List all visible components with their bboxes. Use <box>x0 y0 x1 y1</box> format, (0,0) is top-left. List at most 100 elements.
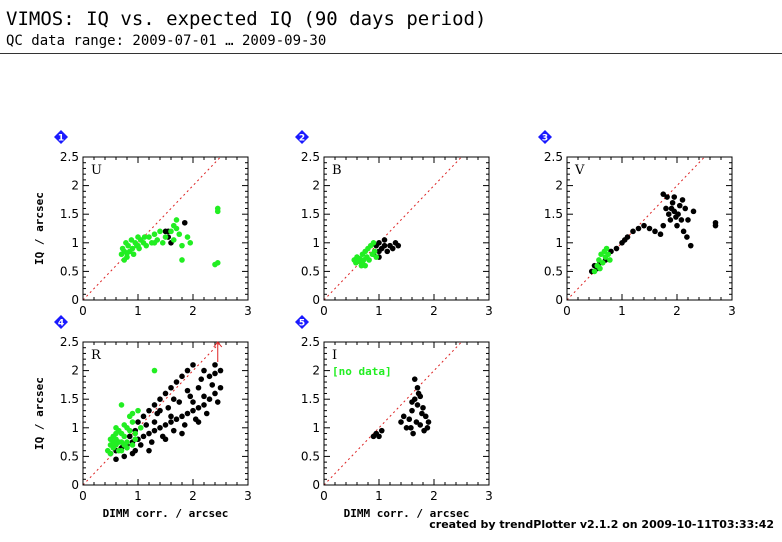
y-tick-label: 0 <box>555 293 563 307</box>
data-point <box>212 362 218 368</box>
data-point <box>143 422 150 428</box>
page-subtitle: QC data range: 2009-07-01 … 2009-09-30 <box>6 33 327 49</box>
series-green <box>351 240 380 269</box>
data-point <box>214 399 221 405</box>
data-point <box>173 379 180 385</box>
series-green <box>591 245 613 275</box>
panel-number: 3 <box>542 134 548 144</box>
x-tick-label: 2 <box>430 489 438 503</box>
y-tick-label: 2.5 <box>60 335 79 349</box>
data-point <box>664 194 670 200</box>
data-point <box>203 410 210 417</box>
data-point <box>195 404 202 411</box>
data-point <box>128 237 135 243</box>
data-point <box>591 268 598 275</box>
data-point <box>176 399 183 405</box>
data-point <box>176 231 183 238</box>
data-point <box>675 211 681 217</box>
data-point <box>140 413 147 420</box>
data-point <box>408 425 414 431</box>
data-point <box>663 205 669 212</box>
x-tick-label: 0 <box>320 489 328 503</box>
data-point <box>173 217 180 223</box>
data-point <box>384 248 391 255</box>
data-point <box>403 425 410 431</box>
data-point <box>162 234 169 240</box>
data-point <box>151 240 158 246</box>
series-black <box>370 376 432 440</box>
data-point <box>132 430 139 437</box>
data-point <box>410 430 416 437</box>
y-tick-label: 1.5 <box>60 207 79 221</box>
panel-badge-icon <box>538 130 552 144</box>
x-tick-label: 2 <box>189 304 197 318</box>
data-point <box>209 382 216 388</box>
data-point <box>137 442 144 448</box>
data-point <box>129 245 136 252</box>
data-point <box>168 413 174 420</box>
data-point <box>168 419 174 425</box>
y-tick-label: 1 <box>71 421 79 435</box>
data-point <box>669 199 676 206</box>
data-point <box>212 390 218 397</box>
data-point <box>646 225 653 232</box>
data-point <box>685 217 691 223</box>
data-point <box>159 240 166 246</box>
data-point <box>690 208 697 215</box>
data-point <box>206 373 213 380</box>
data-point <box>665 211 672 217</box>
data-point <box>151 231 158 238</box>
data-point <box>179 373 185 380</box>
reference-line <box>323 341 462 486</box>
data-point <box>170 396 177 403</box>
reference-line <box>82 341 221 486</box>
page-title: VIMOS: IQ vs. expected IQ (90 days perio… <box>6 8 487 30</box>
axes-frame <box>323 156 490 301</box>
data-point <box>195 419 202 425</box>
y-tick-label: 1.5 <box>60 392 79 406</box>
y-tick-label: 1.5 <box>301 392 320 406</box>
data-point <box>217 384 224 391</box>
data-point <box>641 222 647 229</box>
data-point <box>157 407 163 414</box>
data-point <box>173 416 180 423</box>
series-black <box>107 362 224 463</box>
data-point <box>135 407 141 414</box>
panel-number: 4 <box>58 319 64 329</box>
data-point <box>157 228 163 235</box>
data-point <box>151 419 158 425</box>
y-tick-label: 0 <box>71 293 79 307</box>
y-tick-label: 0 <box>312 293 320 307</box>
y-tick-label: 2 <box>312 364 320 378</box>
data-point <box>603 245 610 252</box>
panel-badge-icon <box>295 315 309 329</box>
data-point <box>371 248 378 255</box>
chart-panel-3: 3 0 1 2 3 0 0.5 1 1.5 2 2.5 V <box>538 130 736 318</box>
footer-credit: created by trendPlotter v2.1.2 on 2009-1… <box>429 518 774 531</box>
x-tick-label: 0 <box>563 304 571 318</box>
data-point <box>157 396 163 403</box>
data-point <box>187 240 194 246</box>
data-point <box>425 419 432 425</box>
outlier-arrowhead-icon <box>213 341 223 348</box>
data-point <box>179 430 185 437</box>
data-point <box>146 407 152 414</box>
filter-label: B <box>332 163 342 178</box>
data-point <box>110 439 117 445</box>
y-tick-label: 2 <box>555 179 563 193</box>
data-point <box>398 419 404 425</box>
data-point <box>381 242 388 249</box>
data-point <box>170 427 177 434</box>
data-point <box>409 407 415 414</box>
no-data-annotation: [no data] <box>332 365 392 378</box>
panel-badge-icon <box>54 130 68 144</box>
x-tick-label: 3 <box>244 304 252 318</box>
data-point <box>121 453 128 460</box>
data-point <box>419 410 425 417</box>
x-tick-label: 1 <box>134 489 142 503</box>
data-point <box>376 433 382 440</box>
data-point <box>212 370 218 377</box>
data-point <box>129 419 136 425</box>
x-tick-label: 3 <box>244 489 252 503</box>
data-point <box>121 433 128 440</box>
